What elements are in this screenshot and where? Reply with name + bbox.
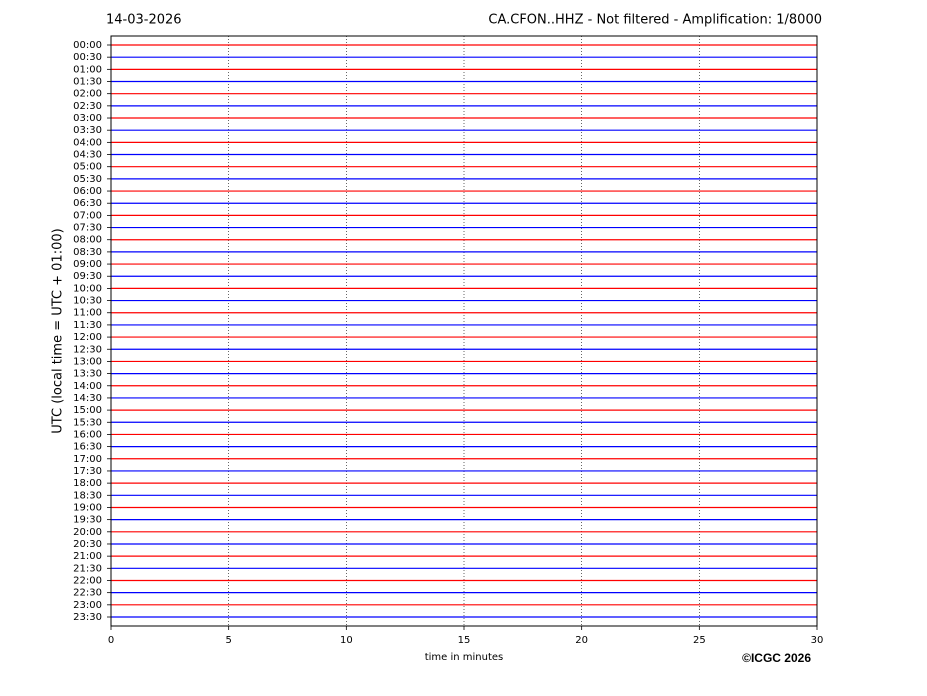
y-tick-label: 19:00 — [73, 502, 102, 513]
y-tick-label: 05:30 — [73, 174, 102, 185]
x-axis-label: time in minutes — [425, 652, 504, 663]
y-tick-label: 20:30 — [73, 539, 102, 550]
y-tick-label: 22:30 — [73, 588, 102, 599]
y-tick-label: 01:00 — [73, 64, 102, 75]
y-tick-label: 11:00 — [73, 308, 102, 319]
y-tick-label: 15:00 — [73, 405, 102, 416]
y-tick-label: 16:30 — [73, 442, 102, 453]
y-tick-label: 09:30 — [73, 271, 102, 282]
y-tick-label: 13:30 — [73, 369, 102, 380]
y-tick-label: 12:30 — [73, 344, 102, 355]
y-tick-label: 06:30 — [73, 198, 102, 209]
y-tick-label: 02:00 — [73, 89, 102, 100]
x-tick-label: 15 — [458, 635, 471, 646]
y-tick-label: 04:00 — [73, 137, 102, 148]
credit: ©ICGC 2026 — [742, 651, 811, 665]
y-tick-label: 16:00 — [73, 429, 102, 440]
x-tick-label: 25 — [693, 635, 706, 646]
plot-frame — [110, 35, 818, 627]
x-tick-label: 0 — [108, 635, 114, 646]
y-tick-label: 15:30 — [73, 417, 102, 428]
y-tick-label: 22:00 — [73, 575, 102, 586]
y-tick-label: 03:30 — [73, 125, 102, 136]
y-tick-label: 17:00 — [73, 454, 102, 465]
chart-title: 14-03-2026 — [106, 13, 182, 28]
x-tick-label: 5 — [225, 635, 231, 646]
y-tick-label: 03:00 — [73, 113, 102, 124]
y-tick-label: 01:30 — [73, 77, 102, 88]
y-tick-label: 08:30 — [73, 247, 102, 258]
y-tick-label: 00:00 — [73, 40, 102, 51]
y-tick-label: 11:30 — [73, 320, 102, 331]
y-tick-label: 14:30 — [73, 393, 102, 404]
y-tick-label: 20:00 — [73, 527, 102, 538]
y-tick-label: 05:00 — [73, 162, 102, 173]
y-tick-label: 14:00 — [73, 381, 102, 392]
y-tick-label: 02:30 — [73, 101, 102, 112]
y-tick-label: 23:00 — [73, 600, 102, 611]
x-tick-label: 20 — [575, 635, 588, 646]
y-tick-label: 04:30 — [73, 150, 102, 161]
y-tick-label: 13:00 — [73, 356, 102, 367]
y-tick-label: 23:30 — [73, 612, 102, 623]
y-tick-label: 21:30 — [73, 563, 102, 574]
y-tick-label: 10:30 — [73, 296, 102, 307]
y-tick-label: 19:30 — [73, 515, 102, 526]
chart-subtitle: CA.CFON..HHZ - Not filtered - Amplificat… — [488, 13, 822, 28]
y-tick-label: 00:30 — [73, 52, 102, 63]
y-tick-label: 12:00 — [73, 332, 102, 343]
y-axis-label: UTC (local time = UTC + 01:00) — [51, 228, 66, 433]
y-tick-label: 21:00 — [73, 551, 102, 562]
y-tick-label: 17:30 — [73, 466, 102, 477]
y-tick-label: 08:00 — [73, 235, 102, 246]
y-tick-label: 10:00 — [73, 283, 102, 294]
y-tick-label: 07:00 — [73, 210, 102, 221]
y-tick-label: 18:30 — [73, 490, 102, 501]
x-tick-label: 10 — [340, 635, 353, 646]
y-tick-label: 18:00 — [73, 478, 102, 489]
x-tick-label: 30 — [811, 635, 824, 646]
y-tick-label: 09:00 — [73, 259, 102, 270]
y-tick-label: 07:30 — [73, 223, 102, 234]
y-tick-label: 06:00 — [73, 186, 102, 197]
